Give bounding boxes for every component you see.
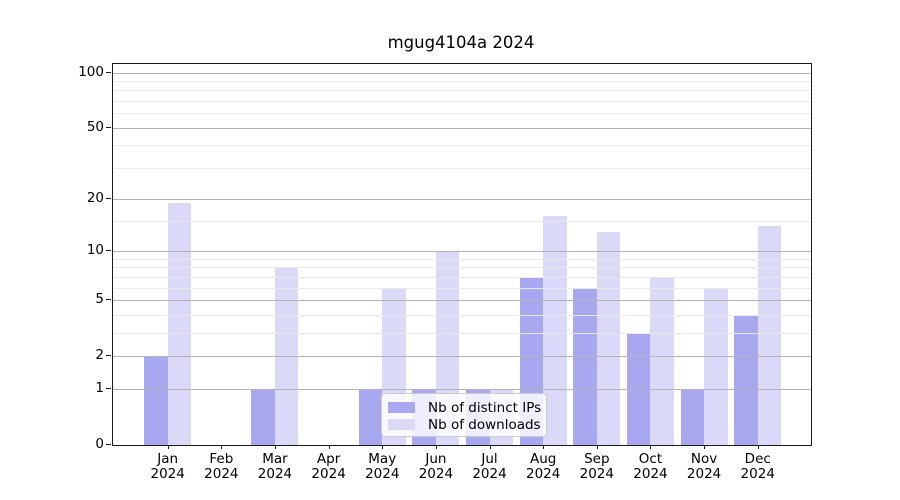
gridline-minor [113,101,811,103]
gridline-major [113,251,811,253]
x-tick [704,444,706,449]
legend-row-distinct-ips: Nb of distinct IPs [388,399,546,416]
gridline-minor [113,314,811,316]
bar-downloads-sep [596,231,621,445]
x-tick [167,444,169,449]
bar-downloads-dec [757,226,782,445]
x-tick-label: Apr 2024 [311,451,346,482]
gridline-minor [113,276,811,278]
legend-label-downloads: Nb of downloads [428,416,541,433]
gridline-minor [113,221,811,223]
legend-label-distinct-ips: Nb of distinct IPs [428,399,542,416]
x-tick [596,444,598,449]
x-tick [543,444,545,449]
y-tick-label: 5 [95,291,104,308]
gridline-minor [113,332,811,334]
bar-distinct-ips-jan [144,356,168,445]
x-tick-label: Jul 2024 [472,451,507,482]
legend-row-downloads: Nb of downloads [388,416,546,433]
bar-distinct-ips-mar [251,388,275,445]
gridline-major [113,72,811,74]
gridline-major [113,127,811,129]
bar-distinct-ips-dec [734,314,758,445]
x-tick [382,444,384,449]
y-tick-label: 50 [86,118,104,135]
y-tick [106,250,111,252]
y-tick-label: 10 [86,242,104,259]
y-tick [106,387,111,389]
x-tick-label: Jun 2024 [418,451,454,482]
x-tick-label: Sep 2024 [579,451,614,482]
x-tick [489,444,491,449]
x-tick-label: Jan 2024 [150,451,185,482]
gridline-major [113,388,811,390]
x-tick-label: Oct 2024 [633,451,668,482]
legend-swatch-distinct-ips [388,402,415,413]
y-tick-label: 20 [86,190,104,207]
x-tick-label: May 2024 [365,451,400,482]
y-tick [106,198,111,200]
gridline-minor [113,90,811,92]
y-tick [106,71,111,73]
y-tick-label: 0 [95,435,104,452]
bar-downloads-nov [704,287,728,445]
y-tick [106,126,111,128]
plot-area: Nb of distinct IPs Nb of downloads [112,63,812,446]
bar-downloads-oct [650,276,674,445]
x-tick [757,444,759,449]
y-tick [106,299,111,301]
legend-swatch-downloads [388,419,415,430]
bar-distinct-ips-sep [573,287,597,445]
gridline-major [113,199,811,201]
y-tick-label: 1 [95,379,104,396]
gridline-minor [113,258,811,260]
x-tick [274,444,276,449]
x-tick [435,444,437,449]
x-tick [650,444,652,449]
x-tick-label: Aug 2024 [525,451,561,482]
gridline-minor [113,287,811,289]
chart-title: mgug4104a 2024 [387,33,535,52]
bar-downloads-jan [167,203,192,445]
gridline-minor [113,81,811,83]
x-tick-label: Nov 2024 [686,451,722,482]
y-tick [106,443,111,445]
gridline-major [113,355,811,357]
legend: Nb of distinct IPs Nb of downloads [381,393,547,437]
y-tick-label: 2 [95,346,104,363]
gridline-minor [113,267,811,269]
gridline-minor [113,167,811,169]
bar-distinct-ips-nov [680,388,705,445]
x-tick [221,444,223,449]
x-tick [328,444,330,449]
x-tick-label: Mar 2024 [257,451,293,482]
y-tick-label: 100 [78,63,104,80]
y-tick [106,354,111,356]
gridline-major [113,300,811,302]
x-tick-label: Dec 2024 [740,451,775,482]
bar-downloads-aug [543,216,567,445]
bar-distinct-ips-may [358,388,383,445]
gridline-minor [113,113,811,115]
gridline-minor [113,145,811,147]
x-tick-label: Feb 2024 [204,451,239,482]
